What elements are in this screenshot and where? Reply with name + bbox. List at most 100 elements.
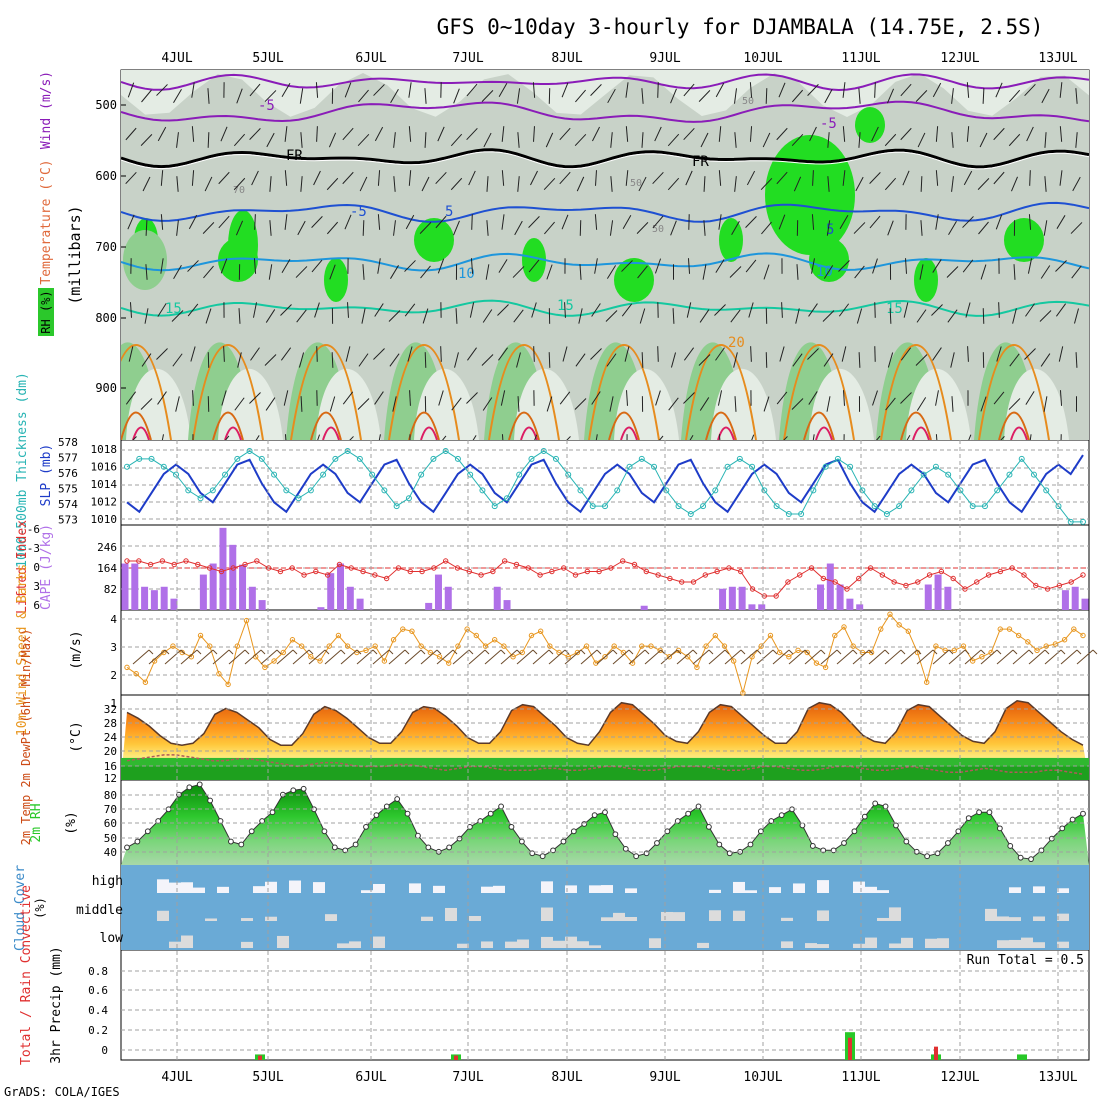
wind-barb (699, 397, 710, 411)
lifted-index-point (395, 565, 402, 571)
rh-point (716, 841, 723, 848)
wind-barb (932, 347, 942, 361)
wind-barb (660, 649, 678, 665)
wind-barb (280, 304, 292, 316)
wind-barb (393, 220, 396, 236)
cape-bar (758, 604, 766, 610)
slp-tick-label: 1010 (91, 513, 118, 526)
wind-speed-point (767, 632, 774, 639)
wind-barb (564, 258, 566, 274)
wind-barb (998, 302, 1000, 318)
thickness-point (283, 487, 290, 494)
wind-barb (718, 434, 722, 440)
wind-barb (212, 649, 230, 665)
pressure-tick-label: 500 (95, 98, 117, 112)
wind-barb (176, 220, 179, 236)
wind-barb (1013, 264, 1016, 280)
thickness-point (173, 471, 180, 478)
cape-tick-label: 246 (97, 541, 117, 554)
wind-barb (978, 221, 989, 235)
wind-barb (734, 176, 737, 192)
isotherm-10 (121, 252, 1089, 272)
wind-barb (748, 302, 754, 318)
rh-point (134, 838, 141, 845)
wind-barb (836, 649, 854, 665)
wind-barb-flag (148, 649, 154, 655)
cloud-clear-segment (481, 886, 493, 893)
lifted-index-point (490, 568, 496, 575)
cloud-clear-segment (469, 915, 481, 921)
rh-dry-plume (414, 368, 479, 440)
wind-barb (915, 90, 928, 102)
cloud-clear-segment (997, 916, 1009, 921)
rh-point (404, 810, 411, 817)
cloud-clear-segment (1033, 886, 1045, 893)
wind-barb (164, 649, 182, 665)
wind-barb (579, 220, 582, 236)
cloud-clear-segment (805, 943, 817, 948)
wind-barb (390, 88, 399, 104)
wind-barb (409, 390, 411, 406)
wind-barb (609, 396, 614, 412)
wind-barb (244, 649, 262, 665)
wind-barb (811, 258, 815, 274)
wind-barb (855, 176, 864, 192)
cape-bar (846, 598, 854, 610)
wind-barb (745, 259, 757, 273)
wind-barb (688, 214, 690, 230)
wind-barb (964, 649, 982, 665)
cloud-clear-segment (877, 917, 889, 921)
rh-point (945, 840, 951, 846)
rh-dry-plume (126, 368, 191, 440)
rh-point (851, 828, 858, 835)
lifted-index-point (596, 568, 602, 575)
wind-barb (715, 347, 725, 361)
dewpt-band-dark (121, 766, 1089, 780)
rh-point (352, 841, 359, 848)
wind-barb (884, 177, 897, 191)
lifted-index-point (265, 565, 272, 571)
wind-barb (316, 126, 318, 142)
cape-bar (924, 584, 932, 610)
wind-barb (404, 303, 416, 317)
wind-speed-point (262, 664, 268, 671)
cape-bar (856, 604, 864, 610)
wind-speed-point (979, 654, 985, 660)
cloud-clear-segment (181, 882, 193, 893)
rh-dry-plume (906, 368, 971, 440)
wind-barb (823, 265, 834, 279)
wind-speed-point (528, 632, 535, 639)
wind-barb (420, 265, 431, 279)
wind-barb (1075, 88, 1078, 104)
wind-barb (652, 171, 664, 185)
lifted-index-point (277, 568, 284, 575)
wind-barb (842, 82, 846, 98)
wind-barb (730, 309, 741, 323)
thickness-point (773, 503, 780, 510)
lifted-index-point (726, 565, 732, 571)
wind-barb (292, 649, 310, 665)
rh-point (508, 823, 515, 830)
wind-barb (980, 396, 987, 412)
rh2m-axis-label: 2m RH (29, 803, 44, 842)
wind-barb (481, 90, 494, 102)
wind-barb (228, 649, 246, 665)
wind-barb (641, 132, 644, 148)
wind-speed-point (510, 654, 516, 660)
wind-barb (420, 649, 438, 665)
wind-speed-point (207, 643, 213, 649)
rh-point (144, 828, 151, 835)
wind-barb (485, 264, 490, 280)
thickness-point (577, 487, 584, 494)
wind-barb (238, 264, 241, 280)
thickness-tick-label: 575 (58, 483, 78, 496)
contour-label: 70 (233, 185, 245, 196)
wind-barb (594, 434, 598, 440)
cloud-clear-segment (541, 907, 553, 921)
wind-barb (408, 82, 412, 98)
isotherm-20 (488, 343, 560, 440)
thickness-point (638, 455, 645, 462)
wind-barb (284, 126, 288, 142)
wind-barb (516, 352, 521, 368)
lifted-index-point (985, 572, 992, 578)
